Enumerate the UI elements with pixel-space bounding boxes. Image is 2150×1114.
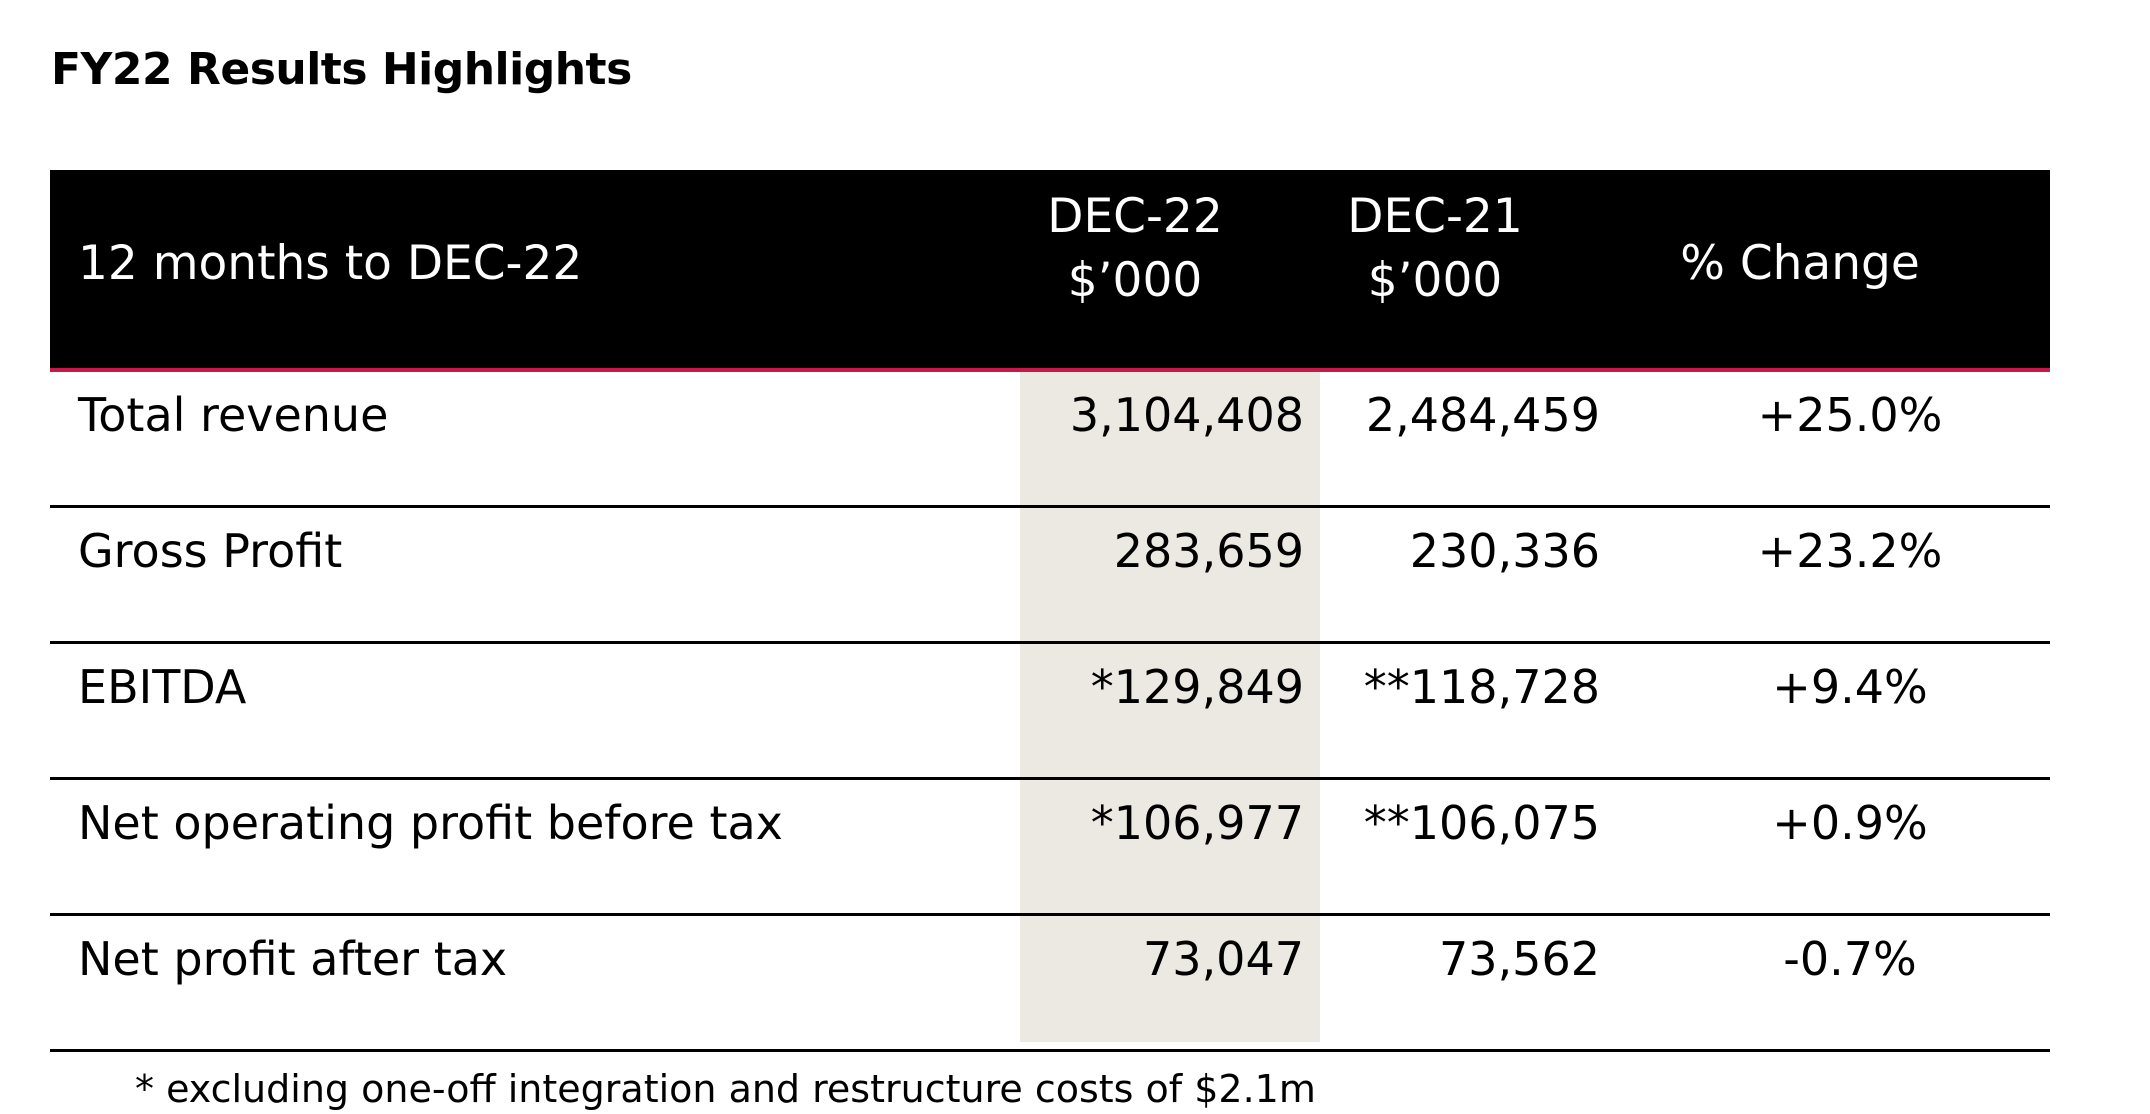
table-header-row: 12 months to DEC-22 DEC-22 $’000 DEC-21 … bbox=[50, 170, 2050, 372]
row-dec22-value: *129,849 bbox=[1090, 660, 1304, 714]
page-title: FY22 Results Highlights bbox=[51, 44, 632, 95]
row-dec21-value: **106,075 bbox=[1363, 796, 1600, 850]
row-change-value: +25.0% bbox=[1757, 388, 1943, 442]
table-row: EBITDA *129,849 **118,728 +9.4% bbox=[50, 644, 2050, 780]
row-label: Net operating profit before tax bbox=[78, 796, 783, 850]
header-period-label: 12 months to DEC-22 bbox=[78, 236, 583, 291]
header-dec22-period: DEC-22 bbox=[1047, 189, 1223, 244]
row-change-value: +0.9% bbox=[1772, 796, 1928, 850]
dec22-column-highlight bbox=[1020, 372, 1320, 1042]
table-row: Net operating profit before tax *106,977… bbox=[50, 780, 2050, 916]
row-dec22-value: 3,104,408 bbox=[1069, 388, 1304, 442]
row-dec21-value: **118,728 bbox=[1363, 660, 1600, 714]
row-dec21-value: 230,336 bbox=[1409, 524, 1600, 578]
row-label: Gross Profit bbox=[78, 524, 343, 578]
results-table-header: 12 months to DEC-22 DEC-22 $’000 DEC-21 … bbox=[50, 170, 2050, 372]
table-row: Total revenue 3,104,408 2,484,459 +25.0% bbox=[50, 372, 2050, 508]
header-dec21: DEC-21 $’000 bbox=[1315, 185, 1555, 313]
header-dec22-unit: $’000 bbox=[1067, 253, 1203, 308]
header-dec22: DEC-22 $’000 bbox=[1020, 185, 1250, 313]
header-change: % Change bbox=[1680, 236, 1920, 291]
row-dec21-value: 73,562 bbox=[1439, 932, 1600, 986]
row-dec22-value: 283,659 bbox=[1113, 524, 1304, 578]
row-dec21-value: 2,484,459 bbox=[1365, 388, 1600, 442]
footnote: * excluding one-off integration and rest… bbox=[135, 1067, 1316, 1111]
row-dec22-value: 73,047 bbox=[1143, 932, 1304, 986]
header-dec21-period: DEC-21 bbox=[1347, 189, 1523, 244]
row-label: EBITDA bbox=[78, 660, 247, 714]
row-label: Net profit after tax bbox=[78, 932, 508, 986]
results-table-body: Total revenue 3,104,408 2,484,459 +25.0%… bbox=[50, 372, 2050, 1052]
row-change-value: -0.7% bbox=[1783, 932, 1917, 986]
header-dec21-unit: $’000 bbox=[1367, 253, 1503, 308]
row-change-value: +23.2% bbox=[1757, 524, 1943, 578]
row-label: Total revenue bbox=[78, 388, 389, 442]
row-dec22-value: *106,977 bbox=[1090, 796, 1304, 850]
table-row: Gross Profit 283,659 230,336 +23.2% bbox=[50, 508, 2050, 644]
row-change-value: +9.4% bbox=[1772, 660, 1928, 714]
table-row: Net profit after tax 73,047 73,562 -0.7% bbox=[50, 916, 2050, 1052]
